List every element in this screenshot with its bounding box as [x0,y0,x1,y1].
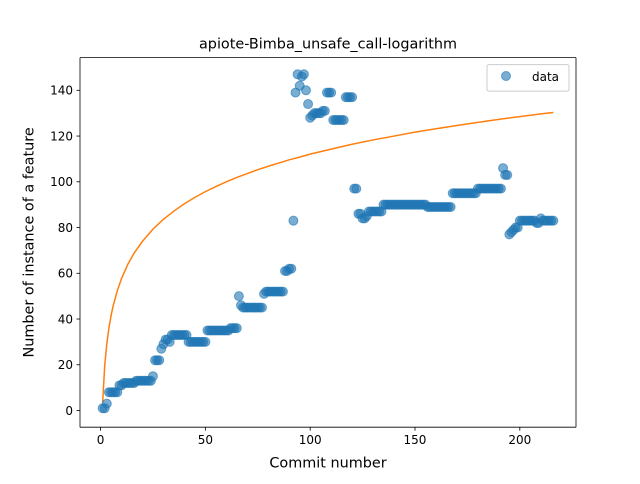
x-ticks-layer: 0 50 100 150 200 [97,427,531,447]
y-tick-label: 40 [58,312,73,326]
y-ticks-layer: 0 20 40 60 80 100 120 140 [50,84,80,418]
data-point [351,183,362,194]
data-point [303,99,314,110]
x-tick-label: 200 [508,433,531,447]
y-tick-label: 120 [50,129,73,143]
x-tick-label: 100 [299,433,322,447]
x-tick-label: 150 [404,433,427,447]
y-tick-label: 0 [65,404,73,418]
data-point [445,201,456,212]
x-axis-label: Commit number [269,456,386,472]
data-point [101,398,112,409]
y-tick-label: 140 [50,84,73,98]
data-point [286,263,297,274]
y-tick-label: 60 [58,267,73,281]
data-point [326,87,337,98]
legend: data [486,64,570,92]
x-tick-label: 50 [198,433,213,447]
y-tick-label: 20 [58,358,73,372]
data-point [338,115,349,126]
x-tick-label: 0 [97,433,105,447]
data-point [495,183,506,194]
data-point [233,291,244,302]
data-point [256,302,267,313]
y-axis-label: Number of instance of a feature [22,127,38,357]
axes-frame [79,57,577,428]
legend-label-data: data [532,70,559,84]
data-point [277,286,288,297]
fit-line-layer [101,111,554,403]
data-point [200,336,211,347]
data-point [298,69,309,80]
data-point [347,92,358,103]
data-point [502,169,513,180]
data-point [231,323,242,334]
fit-line [101,111,554,403]
data-point [147,371,158,382]
chart-title: apiote-Bimba_unsafe_call-logarithm [199,37,457,53]
plot-area [80,57,576,428]
data-point [300,85,311,96]
data-point [154,355,165,366]
y-tick-label: 100 [50,175,73,189]
data-point [288,215,299,226]
data-points-layer [97,69,559,414]
data-point [548,215,559,226]
legend-frame [486,64,570,92]
y-tick-label: 80 [58,221,73,235]
data-point [319,105,330,116]
legend-marker-data [501,71,511,81]
